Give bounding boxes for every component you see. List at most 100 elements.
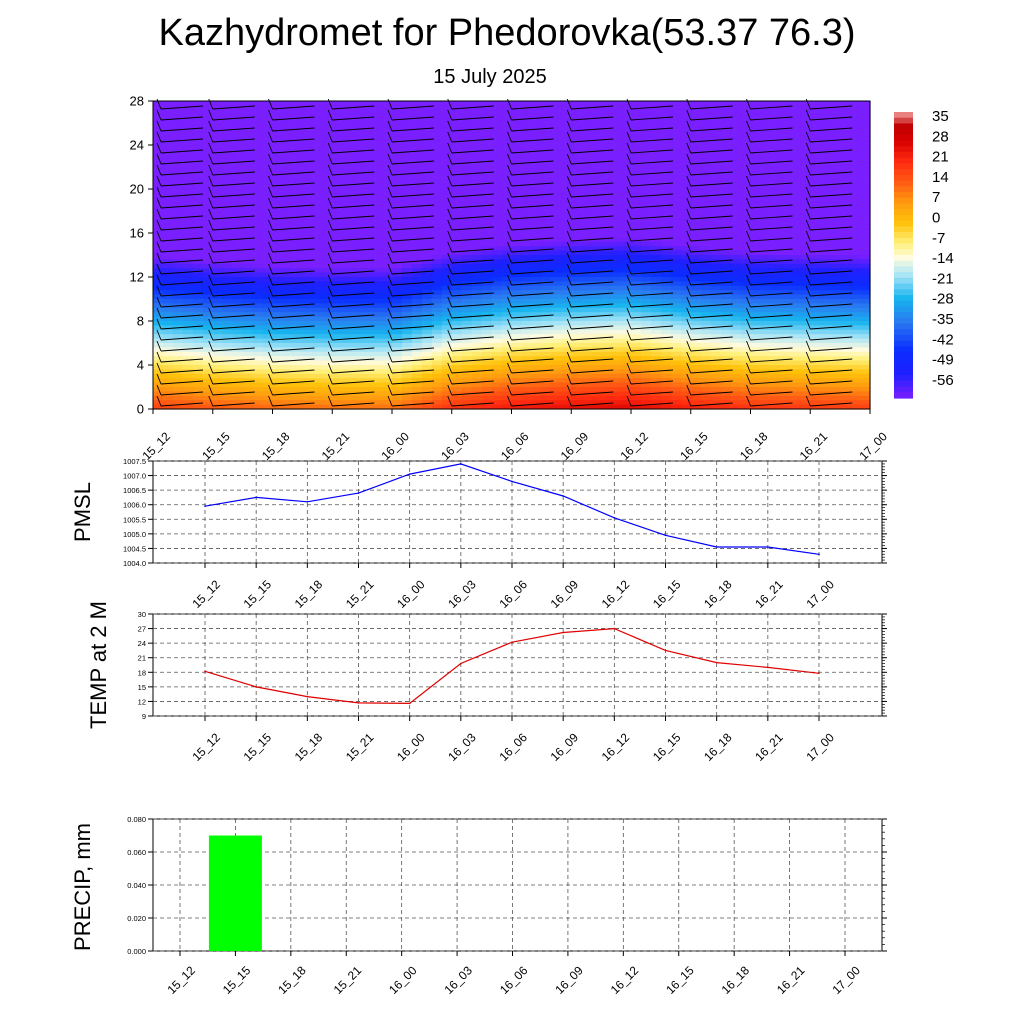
heatmap-cell	[481, 246, 493, 252]
heatmap-cell	[162, 149, 174, 155]
heatmap-cell	[780, 351, 791, 357]
heatmap-cell	[382, 387, 393, 392]
heatmap-cell	[650, 114, 662, 120]
heatmap-cell	[640, 180, 652, 186]
heatmap-cell	[471, 277, 483, 282]
heatmap-cell	[551, 246, 562, 252]
heatmap-cell	[153, 391, 164, 397]
heatmap-cell	[202, 268, 214, 274]
heatmap-cell	[631, 211, 642, 216]
heatmap-cell	[850, 105, 861, 111]
heatmap-cell	[860, 206, 871, 212]
heatmap-cell	[212, 290, 224, 296]
heatmap-cell	[760, 312, 772, 318]
heatmap-cell	[660, 334, 672, 340]
heatmap-cell	[352, 312, 363, 318]
heatmap-cell	[411, 325, 423, 331]
heatmap-cell	[501, 109, 513, 115]
heatmap-cell	[222, 180, 234, 186]
heatmap-cell	[322, 211, 333, 216]
heatmap-cell	[670, 378, 682, 384]
heatmap-cell	[640, 395, 652, 401]
heatmap-cell	[820, 343, 831, 348]
heatmap-cell	[153, 184, 164, 190]
heatmap-cell	[362, 365, 373, 370]
heatmap-cell	[760, 101, 772, 106]
heatmap-cell	[461, 153, 473, 159]
heatmap-cell	[611, 118, 622, 124]
heatmap-cell	[192, 277, 204, 282]
heatmap-cell	[192, 404, 204, 410]
heatmap-cell	[282, 329, 294, 335]
heatmap-cell	[640, 136, 652, 142]
heatmap-cell	[780, 175, 791, 181]
heatmap-cell	[830, 193, 841, 199]
heatmap-cell	[660, 250, 672, 256]
heatmap-cell	[840, 219, 851, 225]
heatmap-cell	[511, 387, 523, 392]
heatmap-cell	[780, 294, 791, 300]
heatmap-cell	[850, 171, 861, 177]
heatmap-cell	[720, 149, 732, 155]
heatmap-cell	[421, 307, 433, 313]
heatmap-cell	[212, 387, 224, 392]
heatmap-cell	[431, 127, 443, 133]
heatmap-cell	[222, 400, 234, 406]
heatmap-cell	[690, 158, 702, 164]
heatmap-cell	[571, 272, 582, 278]
heatmap-cell	[222, 131, 234, 137]
heatmap-cell	[491, 387, 503, 392]
heatmap-cell	[810, 127, 821, 133]
heatmap-cell	[850, 180, 861, 186]
heatmap-cell	[501, 171, 513, 177]
heatmap-cell	[252, 321, 264, 326]
heatmap-cell	[810, 250, 821, 256]
heatmap-cell	[421, 237, 433, 243]
heatmap-cell	[421, 211, 433, 216]
heatmap-cell	[830, 241, 841, 247]
heatmap-cell	[481, 250, 493, 256]
heatmap-cell	[252, 378, 264, 384]
heatmap-cell	[850, 316, 861, 322]
heatmap-cell	[431, 329, 443, 335]
heatmap-cell	[252, 343, 264, 348]
heatmap-cell	[322, 290, 333, 296]
heatmap-cell	[461, 184, 473, 190]
heatmap-cell	[252, 233, 264, 238]
heatmap-cell	[710, 329, 722, 335]
heatmap-cell	[541, 373, 552, 379]
heatmap-cell	[332, 228, 343, 234]
heatmap-cell	[750, 193, 762, 199]
heatmap-cell	[760, 219, 772, 225]
heatmap-cell	[810, 233, 821, 238]
heatmap-cell	[521, 219, 533, 225]
heatmap-cell	[581, 184, 592, 190]
heatmap-cell	[392, 153, 403, 159]
heatmap-cell	[631, 136, 642, 142]
heatmap-cell	[690, 228, 702, 234]
heatmap-cell	[581, 360, 592, 366]
heatmap-cell	[810, 268, 821, 274]
heatmap-cell	[362, 233, 373, 238]
heatmap-cell	[382, 404, 393, 410]
heatmap-cell	[611, 387, 622, 392]
heatmap-cell	[411, 316, 423, 322]
heatmap-cell	[182, 224, 194, 230]
heatmap-cell	[352, 153, 363, 159]
heatmap-cell	[302, 338, 313, 344]
heatmap-cell	[581, 378, 592, 384]
heatmap-cell	[780, 140, 791, 146]
heatmap-cell	[352, 189, 363, 194]
heatmap-cell	[431, 325, 443, 331]
heatmap-cell	[501, 131, 513, 137]
heatmap-cell	[192, 255, 204, 260]
heatmap-cell	[362, 149, 373, 155]
heatmap-cell	[362, 395, 373, 401]
heatmap-cell	[392, 387, 403, 392]
heatmap-cell	[411, 241, 423, 247]
heatmap-cell	[591, 167, 602, 172]
heatmap-cell	[521, 197, 533, 203]
heatmap-cell	[611, 281, 622, 287]
heatmap-cell	[461, 158, 473, 164]
heatmap-cell	[800, 202, 811, 208]
